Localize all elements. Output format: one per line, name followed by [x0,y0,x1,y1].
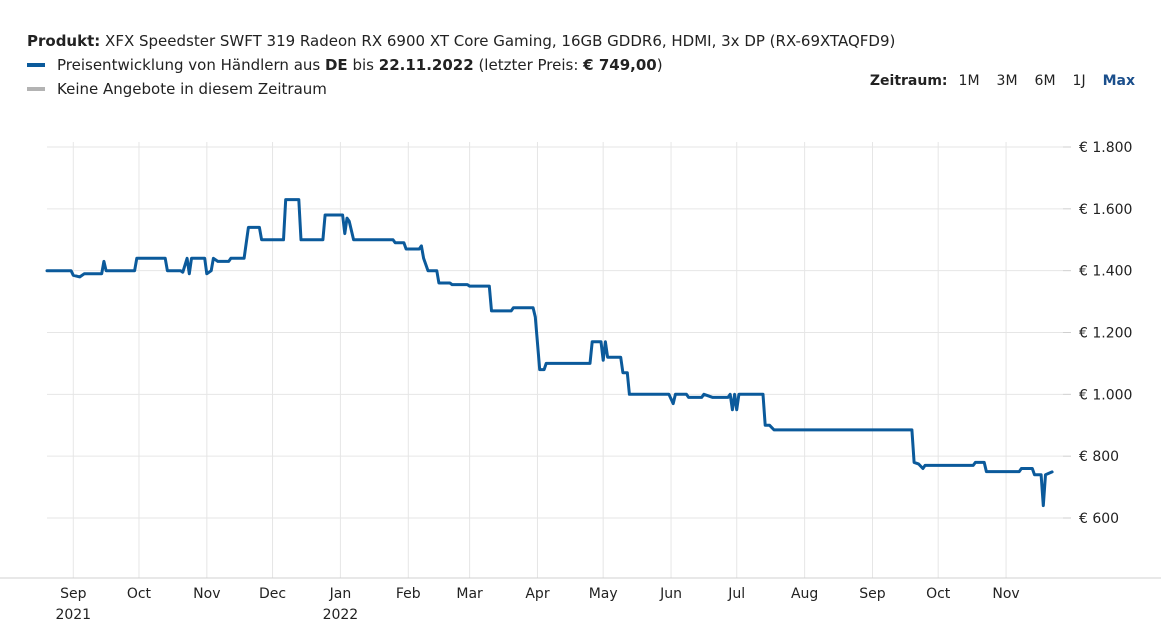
x-tick-label: Jul [727,586,745,602]
legend-date: 22.11.2022 [378,56,474,74]
legend-no-offers-text: Keine Angebote in diesem Zeitraum [57,80,327,98]
series-line-price[interactable] [45,198,1054,508]
time-range-selector: Zeitraum: 1M 3M 6M 1J Max [870,73,1135,89]
x-tick-label: May [589,586,618,602]
range-option-1m[interactable]: 1M [958,73,980,89]
legend-prefix: Preisentwicklung von Händlern aus [57,56,321,74]
y-tick-label: € 600 [1079,511,1119,527]
x-tick-label: Mar [456,586,483,602]
y-tick-label: € 1.200 [1079,326,1132,342]
legend-mid: bis [352,56,374,74]
legend-item-price[interactable]: Preisentwicklung von Händlern aus DE bis… [27,56,895,74]
time-range-label: Zeitraum: [869,73,948,89]
x-tick-label: Sep [60,586,87,602]
x-tick-label: Apr [525,586,549,602]
x-tick-label: Aug [791,586,818,602]
x-tick-year-label: 2021 [55,607,91,623]
range-option-max[interactable]: Max [1102,73,1135,89]
legend-swatch-price [27,63,45,67]
x-axis: Sep 2021 Oct Nov Dec Jan 2022 Feb Mar Apr May Jun Ju… [0,577,1161,623]
y-tick-label: € 1.600 [1079,202,1132,218]
range-option-1j[interactable]: 1J [1072,73,1086,89]
plot-area [45,198,1054,508]
y-tick-label: € 1.400 [1079,264,1132,280]
legend-suffix: ) [656,56,663,74]
x-tick-label: Oct [926,586,951,602]
x-tick-label: Feb [396,586,421,602]
x-tick-year-label: 2022 [323,607,359,623]
legend-last-price: € 749,00 [583,56,657,74]
x-tick-label: Nov [193,586,220,602]
product-line: Produkt: XFX Speedster SWFT 319 Radeon R… [27,32,895,50]
legend-swatch-no-offers [27,87,45,91]
product-label: Produkt: [27,32,101,50]
x-tick-label: Nov [992,586,1019,602]
y-axis: € 1.800 € 1.600 € 1.400 € 1.200 € 1.000 € 800… [1063,140,1132,527]
x-tick-label: Oct [127,586,152,602]
range-option-3m[interactable]: 3M [996,73,1018,89]
legend-item-no-offers[interactable]: Keine Angebote in diesem Zeitraum [27,80,895,98]
x-tick-label: Sep [859,586,886,602]
chart-header: Produkt: XFX Speedster SWFT 319 Radeon R… [27,32,895,98]
product-name: XFX Speedster SWFT 319 Radeon RX 6900 XT… [105,32,896,50]
x-tick-label: Jan [329,586,352,602]
y-tick-label: € 1.800 [1079,140,1132,156]
chart-grid [47,142,1063,578]
legend-country: DE [324,56,348,74]
range-option-6m[interactable]: 6M [1034,73,1056,89]
legend-last-prefix: (letzter Preis: [478,56,579,74]
legend-price-text: Preisentwicklung von Händlern aus DE bis… [57,56,663,74]
y-tick-label: € 800 [1079,449,1119,465]
x-tick-label: Dec [259,586,286,602]
y-tick-label: € 1.000 [1079,387,1132,403]
x-tick-label: Jun [659,586,682,602]
